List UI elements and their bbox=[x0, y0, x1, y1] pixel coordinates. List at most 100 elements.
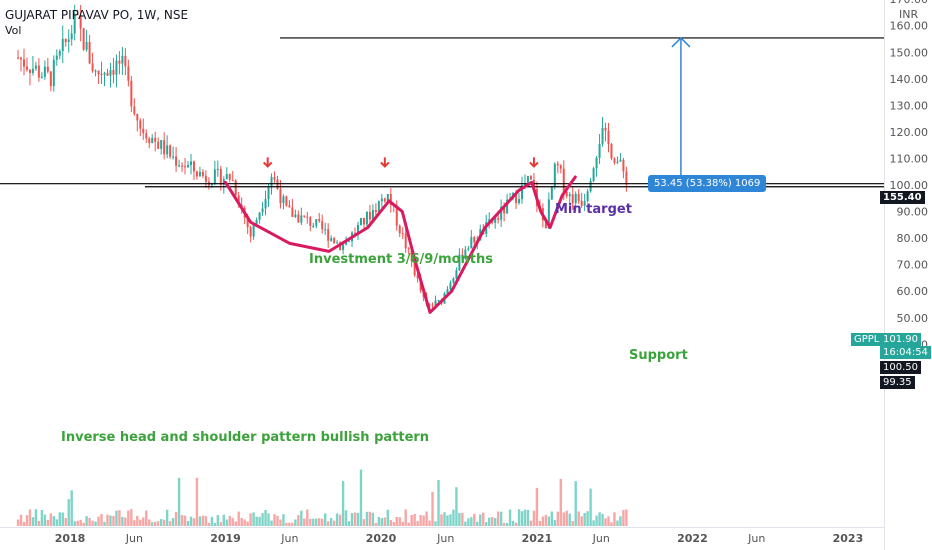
candle-body bbox=[127, 66, 130, 81]
measure-arrowhead-icon bbox=[671, 36, 691, 48]
volume-bar bbox=[604, 518, 607, 526]
candle-body bbox=[154, 137, 157, 142]
candle-body bbox=[28, 69, 31, 73]
volume-bar bbox=[347, 521, 351, 526]
volume-bar bbox=[565, 510, 568, 526]
volume-bar bbox=[31, 517, 35, 526]
candle-body bbox=[518, 199, 521, 204]
volume-bar bbox=[482, 512, 485, 526]
volume-bar bbox=[616, 520, 619, 526]
volume-bar bbox=[112, 516, 115, 526]
candle-body bbox=[437, 299, 440, 301]
volume-bar bbox=[338, 514, 342, 526]
candle-body bbox=[255, 219, 258, 224]
volume-bar bbox=[434, 521, 437, 526]
candle-body bbox=[300, 215, 303, 223]
candle-body bbox=[267, 187, 270, 200]
volume-bar bbox=[225, 519, 228, 526]
volume-bar bbox=[562, 512, 565, 526]
candle-body bbox=[574, 193, 577, 204]
volume-bar bbox=[571, 521, 574, 526]
x-tick-label: 2018 bbox=[55, 532, 86, 545]
volume-bar bbox=[142, 517, 145, 526]
volume-bar bbox=[520, 511, 524, 526]
volume-bar bbox=[151, 522, 154, 526]
volume-bar bbox=[136, 515, 139, 526]
candle-body bbox=[58, 51, 61, 56]
candle-body bbox=[464, 249, 467, 259]
candle-body bbox=[470, 237, 473, 249]
y-tick-label: 140.00 bbox=[890, 73, 929, 86]
volume-bar bbox=[461, 512, 464, 526]
volume-bar bbox=[43, 514, 47, 526]
candle-body bbox=[264, 199, 267, 209]
volume-bar bbox=[303, 518, 306, 526]
candle-body bbox=[148, 138, 151, 144]
candle-body bbox=[342, 244, 345, 250]
candle-body bbox=[157, 141, 160, 149]
volume-bar bbox=[502, 522, 506, 526]
candle-body bbox=[17, 57, 20, 59]
candle-body bbox=[237, 195, 240, 206]
x-tick-label: 2023 bbox=[833, 532, 864, 545]
x-tick-label: Jun bbox=[747, 532, 765, 545]
candle-body bbox=[449, 282, 452, 290]
candle-body bbox=[583, 201, 586, 206]
candle-body bbox=[133, 106, 136, 114]
volume-bar bbox=[195, 477, 199, 526]
candle-body bbox=[619, 159, 622, 162]
volume-bar bbox=[28, 509, 32, 526]
candle-body bbox=[252, 223, 255, 237]
volume-bar bbox=[374, 522, 378, 526]
volume-bar bbox=[398, 517, 401, 526]
candle-body bbox=[216, 168, 219, 170]
volume-bar bbox=[231, 518, 234, 526]
volume-bar bbox=[312, 518, 315, 526]
volume-bar bbox=[216, 515, 220, 526]
y-tick-label: 80.00 bbox=[897, 232, 929, 245]
candle-body bbox=[607, 130, 610, 145]
volume-bar bbox=[514, 522, 518, 526]
volume-bar bbox=[183, 515, 187, 526]
candle-body bbox=[261, 208, 264, 213]
candle-body bbox=[231, 179, 234, 181]
volume-bar bbox=[55, 519, 58, 526]
volume-bar bbox=[315, 518, 318, 526]
candle-body bbox=[604, 128, 607, 131]
volume-bar bbox=[162, 519, 166, 526]
volume-bar bbox=[553, 520, 557, 526]
candle-body bbox=[103, 72, 106, 75]
volume-indicator-label[interactable]: Vol bbox=[5, 24, 22, 37]
volume-bar bbox=[228, 516, 231, 526]
candle-body bbox=[306, 216, 309, 218]
candle-body bbox=[55, 55, 58, 60]
candle-body bbox=[601, 128, 604, 145]
candle-body bbox=[553, 163, 556, 187]
shoulder-arrow-icon bbox=[529, 157, 539, 168]
volume-bar bbox=[70, 490, 73, 526]
volume-bar bbox=[499, 511, 503, 526]
candle-body bbox=[79, 14, 82, 29]
candle-body bbox=[625, 171, 628, 185]
volume-bar bbox=[559, 478, 562, 526]
volume-bar bbox=[85, 516, 88, 526]
volume-bar bbox=[186, 521, 190, 526]
volume-bar bbox=[362, 519, 366, 526]
volume-bar bbox=[46, 519, 50, 526]
volume-bar bbox=[270, 520, 273, 526]
candle-body bbox=[333, 238, 336, 244]
volume-bar bbox=[22, 521, 26, 526]
candle-body bbox=[446, 289, 449, 294]
volume-bar bbox=[174, 511, 178, 526]
candle-body bbox=[401, 233, 404, 235]
volume-bar bbox=[49, 513, 53, 526]
candle-body bbox=[568, 194, 571, 197]
volume-bar bbox=[601, 513, 604, 526]
volume-bar bbox=[425, 511, 428, 526]
volume-bar bbox=[422, 515, 425, 526]
candle-body bbox=[85, 41, 88, 50]
x-tick-label: 2022 bbox=[677, 532, 708, 545]
x-tick-label: Jun bbox=[280, 532, 298, 545]
volume-bar bbox=[249, 513, 252, 526]
